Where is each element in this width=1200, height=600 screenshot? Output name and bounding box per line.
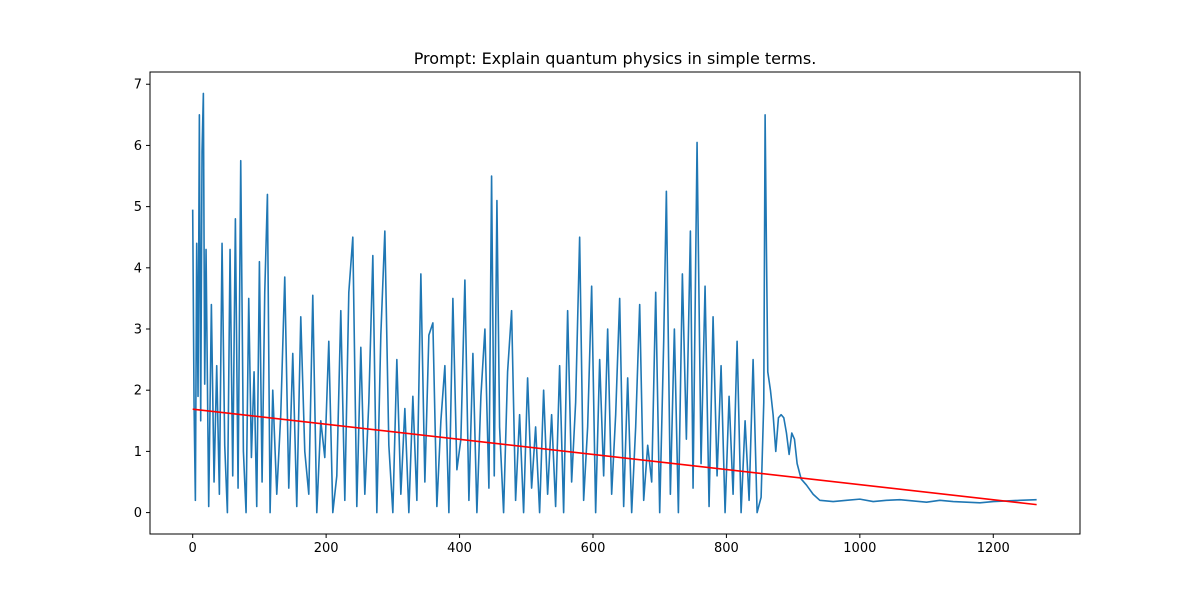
axes: 0 200 400 600 800 1000 1200 0 1 2 3 4 5 6 7 xyxy=(134,71,1081,556)
y-tick-label: 4 xyxy=(134,261,142,276)
x-tick-label: 1000 xyxy=(843,541,876,556)
x-tick-label: 0 xyxy=(189,541,197,556)
x-tick-label: 1200 xyxy=(977,541,1010,556)
y-tick-label: 2 xyxy=(134,384,142,399)
x-tick-label: 200 xyxy=(314,541,339,556)
y-tick-label: 5 xyxy=(134,200,142,215)
y-tick-label: 0 xyxy=(134,506,142,521)
y-tick-label: 7 xyxy=(134,78,142,93)
y-tick-label: 1 xyxy=(134,445,142,460)
series-line-2 xyxy=(192,408,1037,506)
plot-frame xyxy=(149,71,1081,535)
y-tick-label: 3 xyxy=(134,323,142,338)
x-tick-label: 800 xyxy=(714,541,739,556)
y-tick-label: 6 xyxy=(134,139,142,154)
series-line-1 xyxy=(191,92,1037,514)
x-tick-label: 400 xyxy=(447,541,472,556)
chart-title: Prompt: Explain quantum physics in simpl… xyxy=(414,49,817,68)
plot-area xyxy=(191,92,1037,514)
x-tick-label: 600 xyxy=(581,541,606,556)
